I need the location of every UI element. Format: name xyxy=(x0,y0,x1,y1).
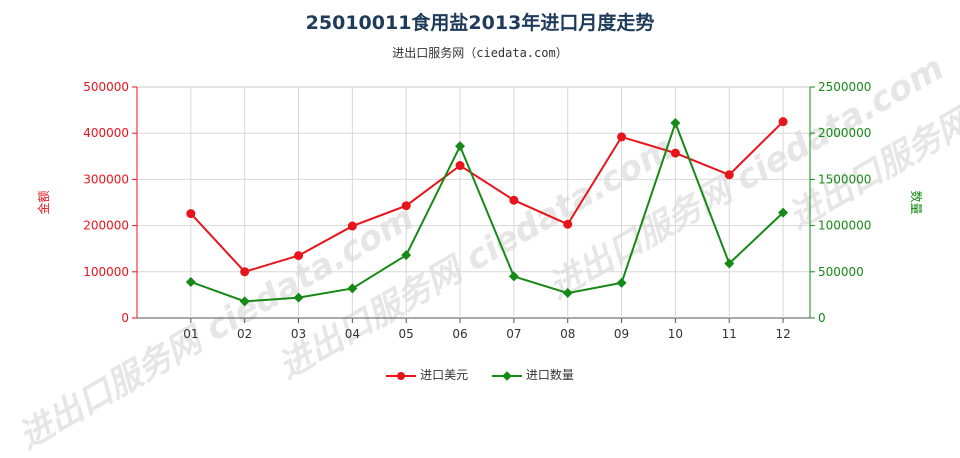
plot-area xyxy=(136,86,811,319)
y-axis-right-label: 数量 xyxy=(909,190,924,214)
data-point-quantity xyxy=(455,141,466,152)
x-tick-label: 10 xyxy=(668,327,683,341)
chart-canvas: 0 0 100000 500000 200000 1000000 300000 1500000… xyxy=(36,80,924,341)
series-line-quantity xyxy=(190,120,784,303)
y-right-tick-label: 2500000 xyxy=(818,80,871,94)
data-point-amount xyxy=(401,201,411,211)
y-axis-left-label: 金额 xyxy=(36,190,51,214)
chart-subtitle: 进出口服务网（ciedata.com） xyxy=(392,46,568,60)
chart-title: 25010011食用盐2013年进口月度走势 xyxy=(305,12,655,34)
y-left-tick-label: 0 xyxy=(121,311,129,325)
data-point-amount xyxy=(778,117,788,127)
data-point-amount xyxy=(347,221,357,231)
y-right-tick-label: 1000000 xyxy=(818,219,871,233)
data-point-quantity xyxy=(239,296,250,307)
y-left-tick-label: 200000 xyxy=(83,219,129,233)
y-right-tick-label: 1500000 xyxy=(818,172,871,186)
data-point-amount xyxy=(670,148,680,158)
legend-swatch-amount xyxy=(386,370,417,382)
data-point-amount xyxy=(509,195,519,205)
legend-label-quantity: 进口数量 xyxy=(525,368,574,382)
x-tick-label: 11 xyxy=(722,327,737,341)
x-tick-label: 05 xyxy=(399,327,414,341)
data-point-quantity xyxy=(616,277,627,288)
x-tick-label: 03 xyxy=(291,327,306,341)
legend: 进口美元 进口数量 xyxy=(0,366,960,383)
data-point-amount xyxy=(186,209,196,219)
y-left-tick-label: 400000 xyxy=(83,126,129,140)
data-point-amount xyxy=(455,161,465,171)
data-point-quantity xyxy=(293,292,304,303)
data-point-quantity xyxy=(508,271,519,282)
data-point-quantity xyxy=(778,207,789,218)
x-tick-label: 02 xyxy=(237,327,252,341)
y-right-tick-label: 2000000 xyxy=(818,126,871,140)
data-point-quantity xyxy=(670,118,681,129)
data-point-quantity xyxy=(347,283,358,294)
legend-item-amount[interactable]: 进口美元 xyxy=(386,366,468,383)
data-point-quantity xyxy=(562,288,573,299)
data-point-amount xyxy=(294,251,304,261)
data-point-quantity xyxy=(401,250,412,261)
x-tick-label: 06 xyxy=(452,327,467,341)
x-tick-label: 08 xyxy=(560,327,575,341)
x-tick-label: 07 xyxy=(506,327,521,341)
x-tick-label: 01 xyxy=(183,327,198,341)
y-left-tick-label: 500000 xyxy=(83,80,129,94)
data-point-amount xyxy=(563,219,573,229)
legend-label-amount: 进口美元 xyxy=(420,368,469,382)
data-point-amount xyxy=(617,132,627,142)
y-right-tick-label: 0 xyxy=(818,311,826,325)
series-line-amount xyxy=(190,120,784,273)
y-right-tick-label: 500000 xyxy=(818,265,864,279)
x-tick-label: 04 xyxy=(345,327,360,341)
data-point-amount xyxy=(240,267,250,277)
legend-swatch-quantity xyxy=(491,370,522,382)
data-point-quantity xyxy=(185,276,196,287)
x-tick-label: 09 xyxy=(614,327,629,341)
legend-item-quantity[interactable]: 进口数量 xyxy=(491,366,574,383)
data-point-amount xyxy=(724,170,734,180)
y-left-tick-label: 300000 xyxy=(83,172,129,186)
y-left-tick-label: 100000 xyxy=(83,265,129,279)
x-tick-label: 12 xyxy=(775,327,790,341)
data-point-quantity xyxy=(724,258,735,269)
